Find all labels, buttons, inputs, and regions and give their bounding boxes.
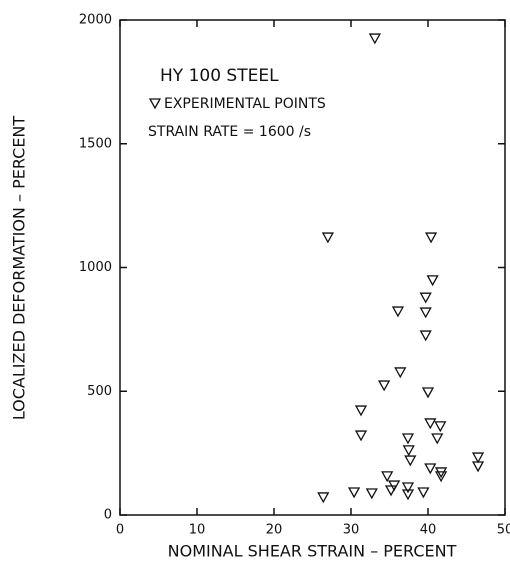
data-point xyxy=(378,380,391,392)
data-point xyxy=(434,421,447,433)
data-point xyxy=(424,463,437,475)
data-point xyxy=(471,461,485,473)
data-point xyxy=(434,471,448,483)
data-point xyxy=(401,489,415,501)
x-tick-label: 30 xyxy=(343,523,360,538)
data-point xyxy=(404,455,417,467)
chart-title: HY 100 STEEL xyxy=(160,66,279,86)
y-tick-label: 1500 xyxy=(79,136,112,151)
x-tick-label: 0 xyxy=(116,523,124,538)
data-point xyxy=(384,485,398,497)
data-point xyxy=(419,292,432,304)
data-point xyxy=(471,452,485,464)
data-point xyxy=(419,307,432,319)
y-tick-label: 2000 xyxy=(79,13,112,28)
data-point xyxy=(401,482,415,494)
data-point xyxy=(347,487,361,499)
data-point xyxy=(354,405,368,417)
annotation: STRAIN RATE = 1600 /s xyxy=(148,124,311,140)
data-point xyxy=(424,232,438,244)
data-point xyxy=(394,367,407,379)
x-axis-label: NOMINAL SHEAR STRAIN – PERCENT xyxy=(168,542,457,561)
x-tick-label: 40 xyxy=(420,523,437,538)
y-tick-label: 0 xyxy=(104,508,112,523)
legend-label: EXPERIMENTAL POINTS xyxy=(164,96,326,112)
data-point xyxy=(424,418,437,430)
x-tick-label: 20 xyxy=(266,523,283,538)
legend-marker xyxy=(148,98,162,110)
plot-frame xyxy=(119,19,506,516)
data-point xyxy=(365,488,378,500)
data-point xyxy=(354,430,368,442)
x-tick-label: 10 xyxy=(189,523,206,538)
data-point xyxy=(426,275,439,287)
data-point xyxy=(419,330,432,342)
data-point xyxy=(391,306,405,318)
data-point xyxy=(402,445,415,457)
data-point xyxy=(317,492,330,504)
data-point xyxy=(401,433,415,445)
x-tick-label: 50 xyxy=(497,523,510,538)
data-point xyxy=(417,487,430,499)
data-point xyxy=(321,232,335,244)
data-point xyxy=(368,33,381,45)
data-point xyxy=(421,387,435,399)
data-point xyxy=(381,471,394,483)
data-point xyxy=(431,433,444,445)
y-tick-label: 1000 xyxy=(79,260,112,275)
y-tick-label: 500 xyxy=(87,384,112,399)
y-axis-label: LOCALIZED DEFORMATION – PERCENT xyxy=(10,116,29,421)
